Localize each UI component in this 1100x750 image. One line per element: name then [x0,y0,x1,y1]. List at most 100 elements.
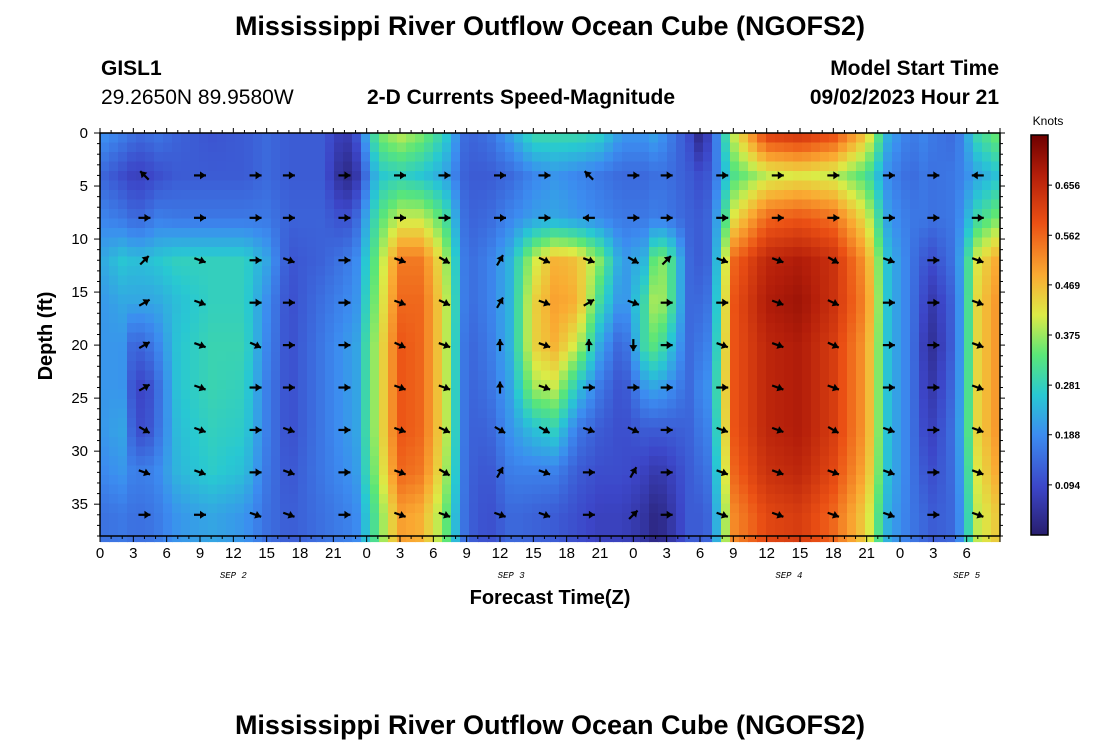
arrow-head [442,256,450,264]
heatmap-cell [991,389,1001,400]
heatmap-cell [154,228,164,239]
heatmap-cell [919,456,929,467]
heatmap-cell [613,323,623,334]
heatmap-cell [856,285,866,296]
heatmap-cell [343,133,353,144]
heatmap-cell [784,484,794,495]
heatmap-cell [271,256,281,267]
heatmap-cell [739,142,749,153]
heatmap-cell [100,180,110,191]
heatmap-cell [874,323,884,334]
heatmap-cell [244,161,254,172]
heatmap-cell [919,266,929,277]
heatmap-cell [478,152,488,163]
heatmap-cell [469,332,479,343]
heatmap-cell [829,456,839,467]
heatmap-cell [937,370,947,381]
heatmap-cell [208,503,218,514]
heatmap-cell [865,209,875,220]
heatmap-cell [568,218,578,229]
heatmap-cell [640,380,650,391]
heatmap-cell [856,171,866,182]
heatmap-cell [964,503,974,514]
heatmap-cell [550,199,560,210]
heatmap-cell [100,190,110,201]
heatmap-cell [298,266,308,277]
heatmap-cell [874,180,884,191]
heatmap-cell [235,399,245,410]
heatmap-cell [235,370,245,381]
heatmap-cell [928,361,938,372]
heatmap-cell [163,437,173,448]
heatmap-cell [892,275,902,286]
heatmap-cell [559,256,569,267]
heatmap-cell [748,180,758,191]
heatmap-cell [244,389,254,400]
heatmap-cell [784,247,794,258]
heatmap-cell [955,285,965,296]
heatmap-cell [685,237,695,248]
heatmap-cell [433,522,443,533]
heatmap-cell [298,484,308,495]
heatmap-cell [748,313,758,324]
current-arrow [771,256,784,265]
heatmap-cell [685,351,695,362]
heatmap-cell [802,427,812,438]
heatmap-cell [820,190,830,201]
heatmap-cell [118,209,128,220]
heatmap-cell [694,456,704,467]
heatmap-cell [739,209,749,220]
heatmap-cell [559,190,569,201]
heatmap-cell [847,465,857,476]
heatmap-cell [298,418,308,429]
heatmap-cell [352,370,362,381]
heatmap-cell [937,161,947,172]
heatmap-cell [478,133,488,144]
heatmap-cell [343,465,353,476]
heatmap-cell [478,142,488,153]
heatmap-cell [469,389,479,400]
current-arrow [660,341,673,350]
heatmap-cell [298,370,308,381]
heatmap-cell [388,152,398,163]
heatmap-cell [199,142,209,153]
arrow-head [398,341,406,349]
heatmap-cell [235,513,245,524]
heatmap-cell [541,152,551,163]
heatmap-cell [577,522,587,533]
heatmap-cell [874,465,884,476]
heatmap-cell [712,304,722,315]
heatmap-cell [802,389,812,400]
heatmap-cell [748,275,758,286]
heatmap-cell [208,342,218,353]
arrow-head [663,256,671,264]
heatmap-cell [325,361,335,372]
heatmap-cell [514,342,524,353]
heatmap-cell [757,313,767,324]
heatmap-cell [739,266,749,277]
heatmap-cell [793,294,803,305]
heatmap-cell [163,152,173,163]
heatmap-cell [982,361,992,372]
heatmap-cell [892,180,902,191]
arrow-head [344,341,351,350]
x-tick-label: 0 [629,545,637,562]
heatmap-cell [946,152,956,163]
heatmap-cell [145,152,155,163]
heatmap-cell [379,256,389,267]
heatmap-cell [172,361,182,372]
heatmap-cell [550,142,560,153]
heatmap-cell [514,275,524,286]
arrow-head [666,510,673,519]
heatmap-cell [496,161,506,172]
heatmap-cell [712,190,722,201]
heatmap-cell [514,199,524,210]
heatmap-cell [478,209,488,220]
heatmap-cell [226,209,236,220]
heatmap-cell [118,133,128,144]
heatmap-cell [199,532,209,543]
heatmap-cell [757,408,767,419]
heatmap-cell [937,133,947,144]
heatmap-cell [478,266,488,277]
heatmap-cell [676,171,686,182]
